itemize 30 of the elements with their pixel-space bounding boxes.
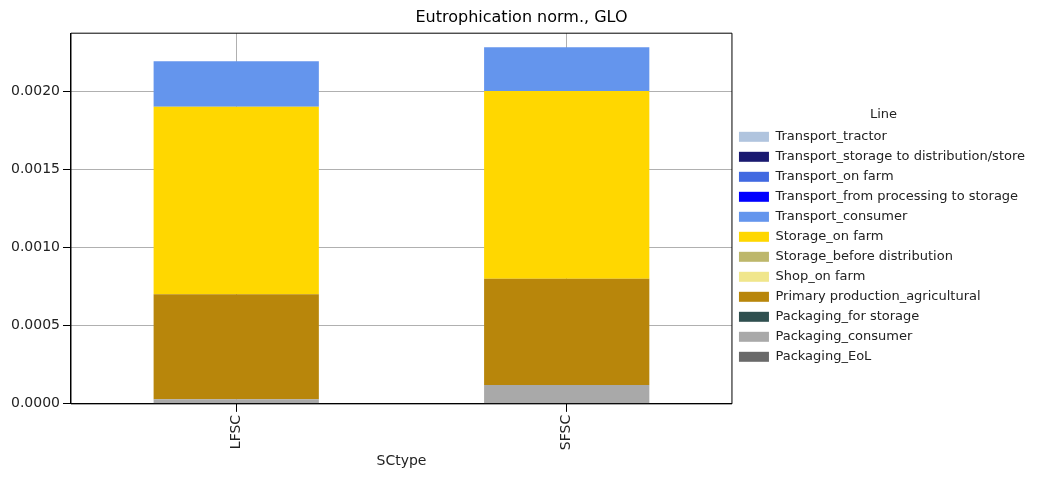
bar — [153, 106, 319, 295]
bar — [153, 294, 319, 400]
legend-label: Packaging_EoL — [775, 348, 873, 364]
legend-label: Packaging_for storage — [775, 308, 920, 324]
bar — [484, 47, 650, 92]
bar — [153, 399, 319, 404]
y-tick-label: 0.0000 — [10, 394, 60, 411]
legend-label: Transport_from processing to storage — [774, 188, 1019, 204]
x-tick-label: SFSC — [557, 414, 574, 451]
legend-label: Primary production_agricultural — [775, 288, 981, 304]
y-tick-label: 0.0020 — [10, 81, 60, 98]
legend-label: Transport_tractor — [774, 128, 888, 144]
legend-label: Storage_before distribution — [775, 248, 953, 264]
legend-label: Transport_consumer — [774, 208, 908, 224]
bar — [484, 91, 650, 279]
y-tick-label: 0.0010 — [10, 238, 60, 255]
y-tick-label: 0.0005 — [10, 316, 60, 333]
legend-title: Line — [869, 105, 898, 121]
legend-label: Storage_on farm — [775, 228, 884, 244]
bar — [484, 278, 650, 386]
y-tick-label: 0.0015 — [10, 159, 60, 176]
legend-label: Transport_storage to distribution/store — [774, 148, 1025, 164]
bar — [484, 385, 650, 404]
bar — [153, 61, 319, 107]
x-tick-label: LFSC — [226, 414, 243, 450]
legend-label: Transport_on farm — [774, 168, 894, 184]
chart-title: Eutrophication norm., GLO — [415, 6, 628, 26]
legend-label: Shop_on farm — [775, 268, 866, 284]
x-axis-title: SCtype — [376, 452, 427, 469]
legend-label: Packaging_consumer — [775, 328, 913, 344]
